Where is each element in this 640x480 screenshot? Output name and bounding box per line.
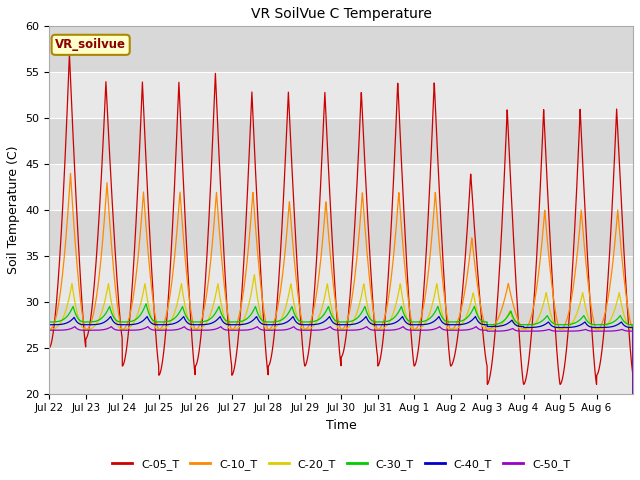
Title: VR SoilVue C Temperature: VR SoilVue C Temperature [251,7,431,21]
C-30_T [165,318,173,324]
C-10_T [45,326,53,332]
C-40_T [417,322,424,327]
C-10_T [165,299,173,304]
C-40_T [107,313,115,319]
C-50_T [623,328,630,334]
C-05_T [505,144,513,150]
Bar [49,210,633,256]
C-50_T [71,324,79,329]
Bar [49,72,633,118]
C-05_T [468,186,476,192]
C-05_T [417,329,424,335]
C-05_T [623,294,630,300]
Bar [49,164,633,210]
C-20_T [165,322,173,327]
Line: C-20_T: C-20_T [49,275,633,480]
Bar [49,256,633,302]
C-20_T [468,296,476,302]
C-40_T [623,324,630,330]
C-40_T [468,317,476,323]
C-20_T [540,299,548,305]
Bar [49,26,633,72]
Y-axis label: Soil Temperature (C): Soil Temperature (C) [7,146,20,274]
Bar [49,118,633,164]
C-10_T [540,216,548,222]
Line: C-40_T: C-40_T [49,316,633,480]
C-10_T [67,170,74,176]
C-30_T [505,312,513,317]
C-05_T [165,285,173,290]
C-20_T [623,320,630,325]
C-30_T [540,316,548,322]
C-20_T [251,272,259,277]
C-10_T [468,235,476,241]
C-20_T [505,310,513,315]
C-50_T [468,326,476,332]
C-05_T [45,345,53,350]
Line: C-05_T: C-05_T [49,54,633,480]
C-10_T [417,317,424,323]
Line: C-30_T: C-30_T [49,304,633,480]
X-axis label: Time: Time [326,419,356,432]
C-40_T [505,320,513,325]
C-05_T [65,51,73,57]
C-20_T [45,326,53,332]
C-50_T [540,328,548,334]
Line: C-10_T: C-10_T [49,173,633,480]
Bar [49,302,633,348]
C-05_T [540,113,548,119]
C-40_T [165,322,173,327]
C-40_T [45,322,53,328]
C-30_T [142,301,150,307]
C-30_T [45,319,53,325]
C-20_T [417,325,424,331]
C-50_T [45,327,53,333]
Legend: C-05_T, C-10_T, C-20_T, C-30_T, C-40_T, C-50_T: C-05_T, C-10_T, C-20_T, C-30_T, C-40_T, … [108,454,575,474]
C-50_T [417,327,424,333]
C-50_T [505,327,513,333]
C-30_T [468,309,476,314]
Text: VR_soilvue: VR_soilvue [55,38,126,51]
C-40_T [540,322,548,328]
C-10_T [623,297,630,303]
Line: C-50_T: C-50_T [49,326,633,480]
C-30_T [623,321,630,326]
C-30_T [417,319,424,324]
Bar [49,348,633,394]
C-10_T [505,284,513,289]
C-50_T [165,327,173,333]
